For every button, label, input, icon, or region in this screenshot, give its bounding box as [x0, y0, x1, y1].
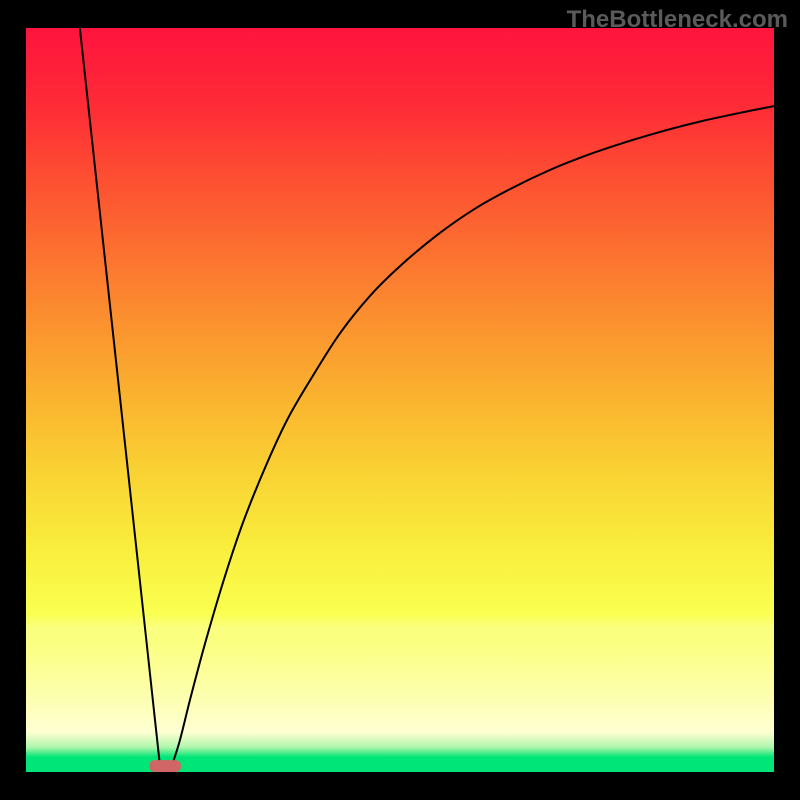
- bottleneck-marker: [149, 760, 180, 772]
- watermark-text: TheBottleneck.com: [567, 6, 788, 34]
- chart-svg: [26, 28, 774, 772]
- plot-area: [26, 28, 774, 772]
- gradient-background: [26, 28, 774, 772]
- chart-container: TheBottleneck.com: [0, 0, 800, 800]
